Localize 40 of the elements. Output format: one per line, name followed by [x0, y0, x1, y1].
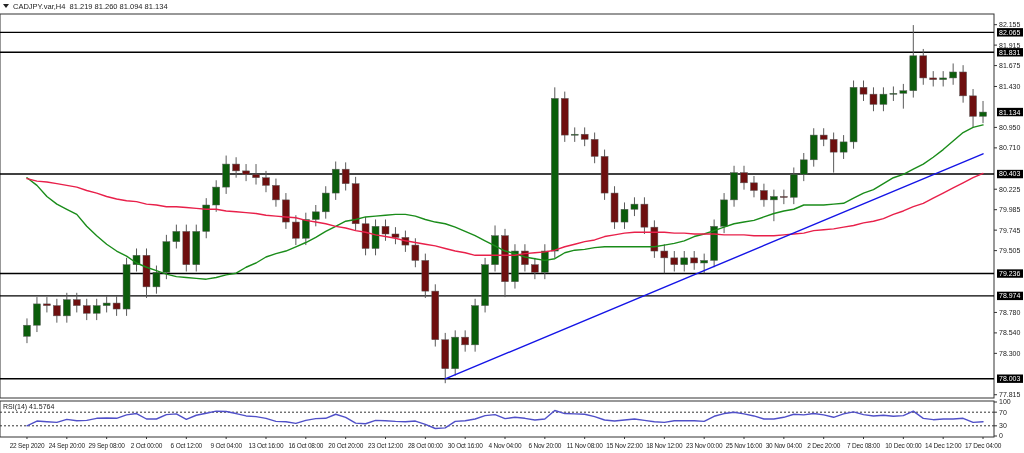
- candlestick: [252, 163, 260, 186]
- candlestick: [979, 100, 987, 124]
- candlestick: [63, 292, 71, 324]
- candlestick: [700, 253, 708, 274]
- candlestick: [262, 170, 270, 193]
- candlestick: [959, 64, 967, 104]
- candlestick: [23, 317, 31, 344]
- candlestick: [760, 183, 768, 208]
- candlestick: [670, 250, 679, 273]
- line-series: [26, 409, 984, 430]
- candlestick: [770, 189, 778, 222]
- candlestick: [53, 298, 61, 324]
- candlestick: [83, 298, 91, 321]
- candlestick: [570, 126, 579, 143]
- candlestick: [282, 192, 290, 230]
- candlestick: [790, 166, 798, 205]
- candlestick: [92, 298, 101, 321]
- candlestick: [919, 48, 927, 86]
- candlestick: [461, 329, 469, 353]
- candlestick: [969, 88, 977, 128]
- candlestick: [272, 178, 280, 208]
- candlestick: [740, 165, 748, 191]
- candlestick: [331, 161, 340, 201]
- candlestick: [322, 185, 330, 220]
- candlestick: [531, 257, 539, 280]
- candlestick: [222, 155, 230, 195]
- candlestick: [232, 156, 240, 179]
- candlestick: [292, 214, 300, 246]
- candlestick: [73, 292, 81, 313]
- candlestick: [949, 62, 957, 86]
- candlestick: [43, 296, 51, 313]
- candlestick: [302, 212, 310, 246]
- candlestick: [680, 250, 688, 273]
- candlestick: [690, 250, 698, 271]
- candlestick: [242, 163, 250, 182]
- candlestick: [800, 152, 808, 182]
- candlestick: [312, 204, 320, 227]
- candlestick: [33, 296, 41, 333]
- candlestick: [750, 175, 758, 198]
- candlestick: [212, 179, 220, 213]
